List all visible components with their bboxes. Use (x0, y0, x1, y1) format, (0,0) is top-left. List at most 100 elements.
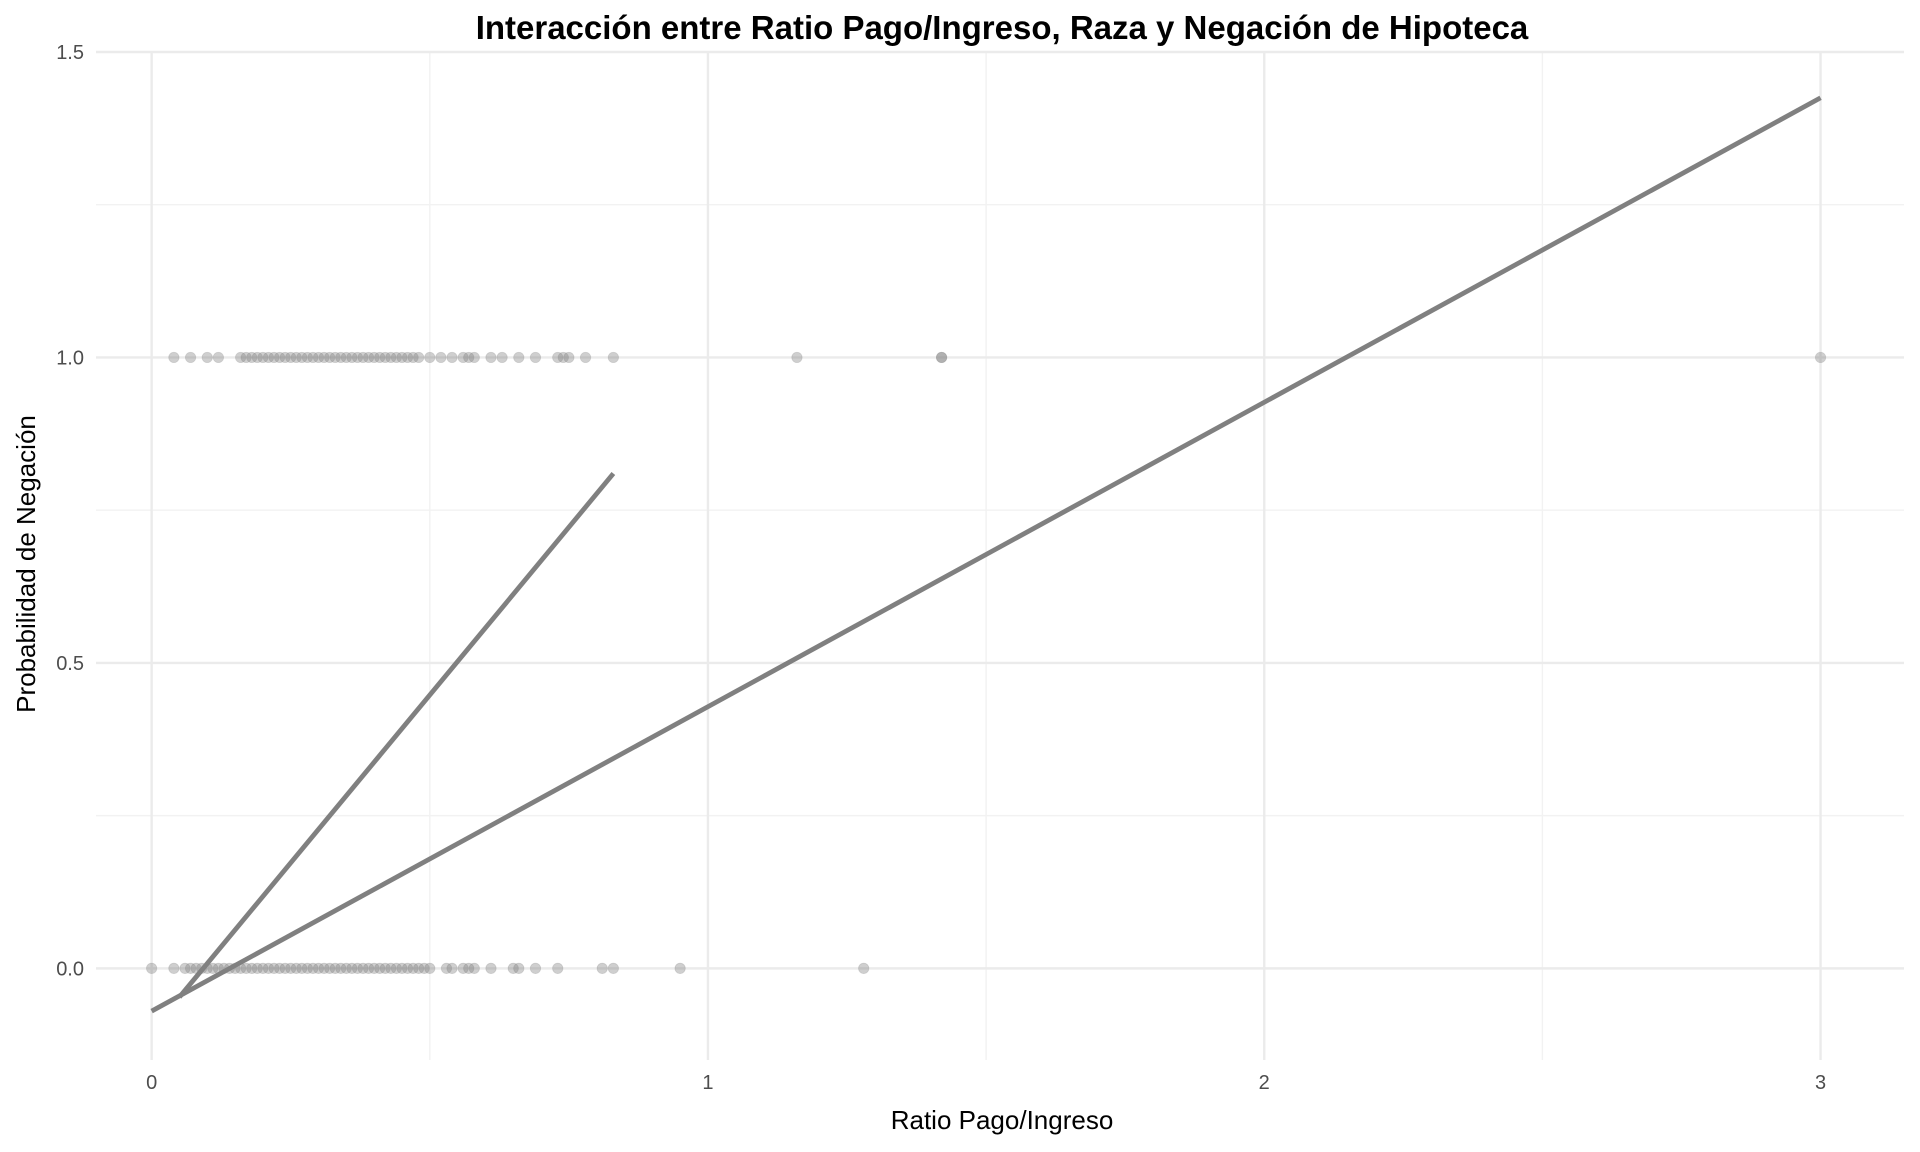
data-point (212, 351, 224, 364)
data-point (240, 962, 252, 974)
data-point (791, 351, 803, 364)
data-point (329, 351, 341, 364)
data-point (290, 351, 302, 364)
y-axis-title: Probabilidad de Negación (11, 415, 41, 713)
data-point (396, 962, 408, 974)
data-point (285, 962, 297, 974)
data-point (362, 962, 375, 974)
x-axis-title: Ratio Pago/Ingreso (891, 1105, 1114, 1135)
data-point (390, 962, 403, 974)
data-point (312, 351, 325, 364)
data-point (346, 351, 358, 364)
data-point (485, 962, 497, 974)
data-point (262, 351, 275, 364)
data-point (340, 962, 352, 974)
data-point (552, 351, 564, 364)
data-point (340, 351, 352, 364)
data-point (257, 351, 269, 364)
data-point (463, 351, 475, 364)
data-point (168, 962, 180, 974)
data-point (257, 962, 269, 974)
data-point (396, 351, 408, 364)
data-point (351, 962, 364, 974)
data-point (413, 962, 425, 974)
x-tick-label: 2 (1259, 1072, 1270, 1094)
data-point (440, 962, 453, 974)
data-point (385, 962, 397, 974)
data-point (246, 351, 258, 364)
data-point (312, 962, 325, 974)
data-point (335, 351, 347, 364)
data-point (607, 351, 619, 364)
data-point (935, 351, 948, 364)
data-point (418, 962, 430, 974)
data-point (301, 962, 313, 974)
data-point (207, 962, 219, 974)
data-point (557, 351, 569, 364)
minor-gridlines (96, 52, 1904, 1060)
data-point (390, 351, 403, 364)
data-point (529, 351, 542, 364)
fit-line (150, 95, 1822, 1014)
data-point (374, 351, 386, 364)
data-point (513, 351, 525, 364)
data-point (674, 962, 686, 974)
data-point (279, 351, 291, 364)
data-point (351, 351, 364, 364)
data-point (368, 962, 380, 974)
data-point (596, 962, 608, 974)
data-point (368, 351, 380, 364)
data-point (273, 962, 286, 974)
data-point (374, 962, 386, 974)
major-gridlines (96, 50, 1904, 1060)
data-point (273, 351, 286, 364)
data-point (324, 962, 336, 974)
data-point (179, 962, 191, 974)
data-point (379, 351, 391, 364)
data-point (357, 351, 369, 364)
data-point (401, 351, 414, 364)
data-point (324, 351, 336, 364)
data-point (240, 351, 252, 364)
data-point (296, 351, 308, 364)
data-point (357, 962, 369, 974)
data-point (201, 351, 213, 364)
fit-line (177, 471, 616, 999)
x-axis-tick-labels: 0 1 2 3 (146, 1072, 1826, 1094)
data-point (362, 351, 375, 364)
y-tick-label: 0.0 (56, 958, 84, 980)
data-point (379, 962, 391, 974)
data-point (301, 351, 313, 364)
data-point (457, 351, 469, 364)
y-tick-label: 1.0 (56, 347, 84, 369)
data-point (246, 962, 258, 974)
data-point (329, 962, 341, 974)
data-point (235, 351, 247, 364)
data-point (424, 351, 436, 364)
data-point (485, 351, 497, 364)
data-point (513, 962, 525, 974)
data-point (424, 962, 436, 974)
data-point (168, 351, 180, 364)
data-point (552, 962, 564, 974)
data-point (262, 962, 275, 974)
data-point (446, 962, 458, 974)
y-axis-tick-labels: 0.0 0.5 1.0 1.5 (56, 42, 84, 980)
data-point (401, 962, 414, 974)
data-point (146, 962, 158, 974)
data-point (407, 351, 419, 364)
scatter-points (146, 351, 1827, 974)
data-point (468, 351, 480, 364)
data-point (507, 962, 519, 974)
data-point (607, 962, 619, 974)
data-point (290, 962, 302, 974)
data-point (268, 962, 280, 974)
x-tick-label: 1 (702, 1072, 713, 1094)
data-point (307, 351, 319, 364)
data-point (268, 351, 280, 364)
data-point (935, 351, 948, 364)
data-point (463, 962, 475, 974)
data-point (529, 962, 542, 974)
y-tick-label: 1.5 (56, 42, 84, 64)
